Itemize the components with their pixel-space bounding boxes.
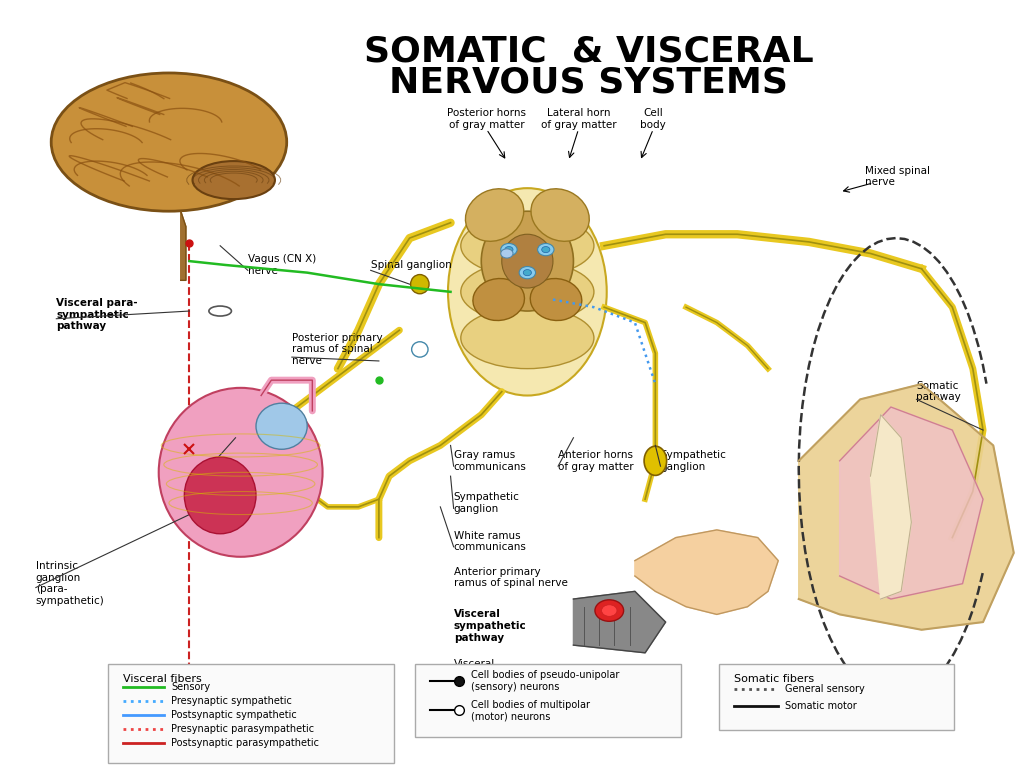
Ellipse shape	[501, 249, 513, 258]
Polygon shape	[573, 591, 666, 653]
Text: Somatic motor: Somatic motor	[785, 700, 857, 711]
Text: General sensory: General sensory	[785, 684, 865, 694]
Ellipse shape	[256, 403, 307, 449]
Ellipse shape	[502, 234, 553, 288]
Ellipse shape	[531, 189, 589, 241]
Text: Somatic
pathway: Somatic pathway	[916, 381, 962, 402]
Text: Gray ramus
communicans: Gray ramus communicans	[454, 450, 526, 472]
Ellipse shape	[542, 247, 550, 253]
Polygon shape	[799, 384, 1014, 630]
Text: Visceral fibers: Visceral fibers	[123, 674, 202, 684]
Polygon shape	[635, 530, 778, 614]
FancyBboxPatch shape	[415, 664, 681, 737]
Ellipse shape	[159, 388, 323, 557]
Ellipse shape	[412, 342, 428, 357]
Text: Somatic fibers: Somatic fibers	[734, 674, 814, 684]
Ellipse shape	[644, 446, 667, 475]
Ellipse shape	[184, 457, 256, 534]
Ellipse shape	[466, 189, 523, 241]
Text: Visceral para-
sympathetic
pathway: Visceral para- sympathetic pathway	[56, 298, 138, 332]
Text: Cell bodies of pseudo-unipolar
(sensory) neurons: Cell bodies of pseudo-unipolar (sensory)…	[471, 670, 620, 692]
FancyBboxPatch shape	[719, 664, 954, 730]
Text: Cell
body: Cell body	[640, 108, 667, 130]
Ellipse shape	[523, 270, 531, 276]
Ellipse shape	[481, 211, 573, 311]
Text: Visceral
afferent
(reflex) fiber: Visceral afferent (reflex) fiber	[215, 432, 280, 466]
Text: Visceral
afferent (pain)
fiber: Visceral afferent (pain) fiber	[454, 659, 529, 693]
Text: Vagus (CN X)
nerve: Vagus (CN X) nerve	[248, 254, 316, 276]
Ellipse shape	[501, 243, 517, 256]
Text: Posterior horns
of gray matter: Posterior horns of gray matter	[446, 108, 526, 130]
Text: Visceral
sympathetic
pathway: Visceral sympathetic pathway	[454, 609, 526, 643]
Text: SOMATIC  & VISCERAL: SOMATIC & VISCERAL	[364, 35, 814, 68]
Ellipse shape	[602, 605, 616, 616]
Text: Anterior horns
of gray matter: Anterior horns of gray matter	[558, 450, 634, 472]
Text: Sensory: Sensory	[171, 682, 210, 693]
Polygon shape	[181, 211, 186, 280]
Ellipse shape	[51, 73, 287, 211]
Ellipse shape	[461, 215, 594, 276]
Text: Presynaptic parasympathetic: Presynaptic parasympathetic	[171, 723, 314, 734]
Text: Intrinsic
ganglion
(para-
sympathetic): Intrinsic ganglion (para- sympathetic)	[36, 561, 104, 606]
Text: Cell bodies of multipolar
(motor) neurons: Cell bodies of multipolar (motor) neuron…	[471, 700, 590, 721]
Text: Postsynaptic parasympathetic: Postsynaptic parasympathetic	[171, 737, 319, 748]
Polygon shape	[870, 415, 911, 599]
Ellipse shape	[473, 279, 524, 320]
Ellipse shape	[461, 307, 594, 369]
Ellipse shape	[505, 247, 513, 253]
Ellipse shape	[519, 266, 536, 279]
Ellipse shape	[461, 261, 594, 323]
Text: White ramus
communicans: White ramus communicans	[454, 531, 526, 552]
Polygon shape	[840, 407, 983, 599]
Text: Mixed spinal
nerve: Mixed spinal nerve	[865, 166, 930, 187]
FancyBboxPatch shape	[108, 664, 394, 763]
Ellipse shape	[411, 274, 429, 294]
Text: Presynaptic sympathetic: Presynaptic sympathetic	[171, 696, 292, 707]
Text: Lateral horn
of gray matter: Lateral horn of gray matter	[541, 108, 616, 130]
Text: NERVOUS SYSTEMS: NERVOUS SYSTEMS	[389, 65, 788, 99]
Ellipse shape	[449, 188, 606, 396]
Text: Spinal ganglion: Spinal ganglion	[371, 260, 452, 270]
Ellipse shape	[538, 243, 554, 256]
Text: Postsynaptic sympathetic: Postsynaptic sympathetic	[171, 710, 297, 720]
Text: Posterior primary
ramus of spinal
nerve: Posterior primary ramus of spinal nerve	[292, 333, 383, 366]
Ellipse shape	[595, 600, 624, 621]
Ellipse shape	[530, 279, 582, 320]
Text: Sympathetic
ganglion: Sympathetic ganglion	[454, 492, 519, 514]
Text: Sympathetic
ganglion: Sympathetic ganglion	[660, 450, 726, 472]
Text: Anterior primary
ramus of spinal nerve: Anterior primary ramus of spinal nerve	[454, 567, 567, 588]
Ellipse shape	[193, 161, 274, 199]
